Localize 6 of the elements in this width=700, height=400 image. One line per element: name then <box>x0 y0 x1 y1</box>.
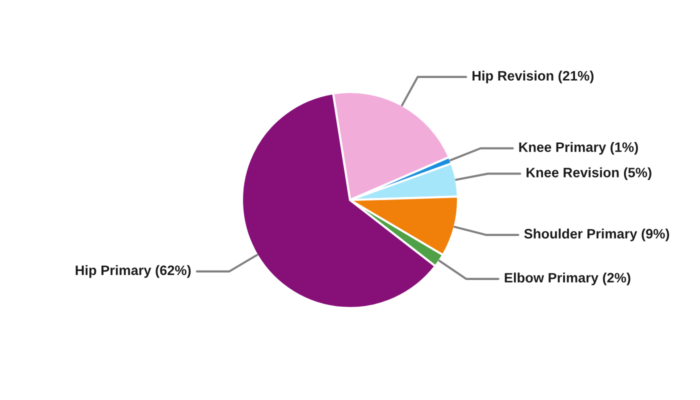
slice-label: Knee Revision (5%) <box>526 167 652 180</box>
slice-label: Hip Revision (21%) <box>472 70 594 84</box>
slice-label: Elbow Primary (2%) <box>504 272 630 286</box>
slice-label: Knee Primary (1%) <box>519 142 638 155</box>
slice-label: Hip Primary (62%) <box>76 265 191 278</box>
slice-label: Shoulder Primary (9%) <box>524 228 670 242</box>
